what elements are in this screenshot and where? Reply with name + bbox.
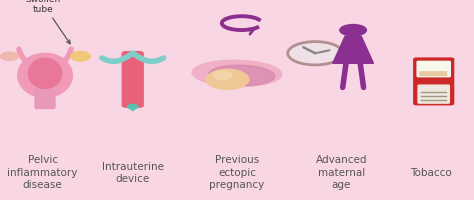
Text: Previous
ectopic
pregnancy: Previous ectopic pregnancy <box>210 155 264 189</box>
FancyBboxPatch shape <box>417 62 450 77</box>
FancyBboxPatch shape <box>418 86 449 104</box>
Text: Swollen
tube: Swollen tube <box>25 0 70 45</box>
FancyBboxPatch shape <box>420 73 425 76</box>
Circle shape <box>340 25 366 37</box>
FancyBboxPatch shape <box>436 73 441 76</box>
FancyBboxPatch shape <box>436 64 441 76</box>
Ellipse shape <box>213 72 232 80</box>
Ellipse shape <box>209 66 275 86</box>
FancyBboxPatch shape <box>420 64 425 76</box>
Text: Tobacco: Tobacco <box>410 167 452 177</box>
Text: Advanced
maternal
age: Advanced maternal age <box>316 155 367 189</box>
FancyBboxPatch shape <box>441 64 447 76</box>
Text: Pelvic
inflammatory
disease: Pelvic inflammatory disease <box>8 155 78 189</box>
FancyBboxPatch shape <box>35 90 55 109</box>
FancyBboxPatch shape <box>425 64 430 76</box>
Ellipse shape <box>192 61 282 87</box>
Ellipse shape <box>0 53 18 61</box>
FancyBboxPatch shape <box>430 73 436 76</box>
Ellipse shape <box>71 52 91 62</box>
FancyBboxPatch shape <box>425 73 430 76</box>
Polygon shape <box>333 37 374 64</box>
Ellipse shape <box>206 70 249 90</box>
FancyBboxPatch shape <box>414 59 454 105</box>
Circle shape <box>128 105 138 109</box>
Circle shape <box>288 42 343 66</box>
FancyBboxPatch shape <box>122 52 143 108</box>
Text: Intrauterine
device: Intrauterine device <box>102 161 164 183</box>
Ellipse shape <box>28 59 62 89</box>
Polygon shape <box>128 107 138 111</box>
FancyBboxPatch shape <box>430 64 436 76</box>
FancyBboxPatch shape <box>441 73 447 76</box>
Ellipse shape <box>18 54 72 98</box>
